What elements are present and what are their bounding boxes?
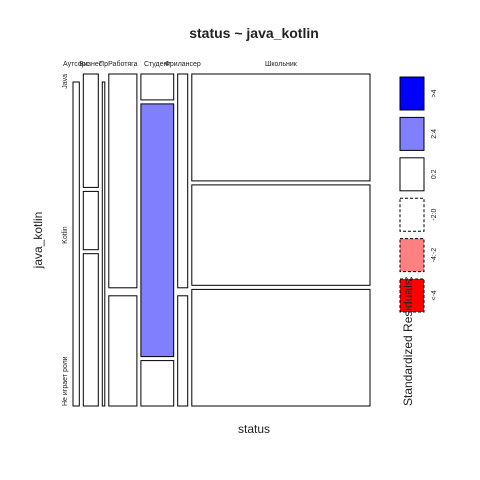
x-tick-label: Студент (144, 61, 171, 68)
x-tick-label: Фрилансер (165, 61, 201, 68)
legend-label: -4:-2 (431, 248, 438, 263)
mosaic-cell (177, 73, 189, 289)
legend-swatch (399, 157, 425, 192)
legend-label: >4 (431, 89, 438, 97)
y-axis-label: java_kotlin (31, 212, 45, 270)
legend-label: -2:0 (431, 209, 438, 221)
mosaic-cell (191, 73, 371, 182)
x-tick-label: Работяга (108, 60, 137, 68)
legend-swatch (399, 278, 425, 313)
legend-swatch (399, 197, 425, 232)
mosaic-cell (140, 73, 175, 101)
legend-swatch (399, 238, 425, 273)
x-tick-label: Бизнес (79, 61, 102, 68)
mosaic-cell (140, 103, 175, 358)
x-tick-label: Аутсорс (63, 61, 90, 68)
mosaic-cell (82, 253, 99, 407)
mosaic-cell (191, 288, 371, 407)
mosaic-cell (82, 190, 99, 251)
legend-swatch (399, 116, 425, 151)
mosaic-cell (108, 295, 138, 407)
x-tick-label: Пр (99, 61, 108, 68)
y-tick-labels: Java Kotlin Не играет роли (62, 74, 69, 406)
chart-title: status ~ java_kotlin (189, 25, 319, 41)
x-axis-label: status (238, 422, 270, 436)
mosaic-cell (108, 73, 138, 289)
legend: >4 2:4 0:2 -2:0 -4:-2 <-4 (399, 76, 438, 313)
mosaic-cell (101, 81, 106, 407)
mosaic-cell (177, 295, 189, 407)
legend-label: 2:4 (431, 129, 438, 139)
mosaic-cells (72, 73, 371, 407)
mosaic-cell (140, 360, 175, 407)
legend-swatch (399, 76, 425, 111)
y-tick-label: Не играет роли (62, 356, 69, 406)
y-tick-label: Java (62, 74, 69, 89)
legend-label: <-4 (431, 290, 438, 300)
x-tick-label: Школьник (265, 61, 298, 68)
y-tick-label: Kotlin (62, 226, 69, 244)
mosaic-cell (82, 73, 99, 188)
mosaic-cell (191, 184, 371, 286)
mosaic-cell (72, 81, 80, 407)
legend-label: 0:2 (431, 169, 438, 179)
legend-title: Standardized Residuals: (401, 276, 415, 406)
